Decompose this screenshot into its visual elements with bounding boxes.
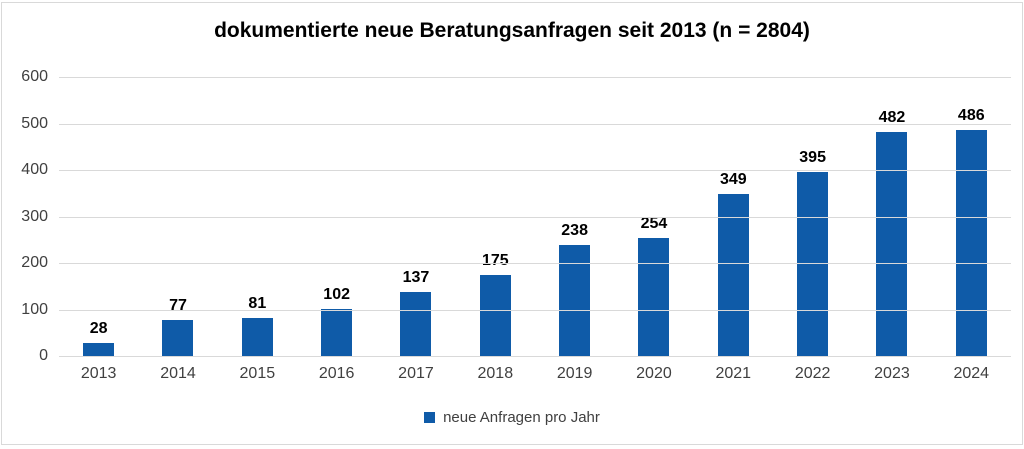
legend: neue Anfragen pro Jahr bbox=[2, 409, 1022, 426]
gridline-100 bbox=[59, 309, 1011, 311]
chart-title: dokumentierte neue Beratungsanfragen sei… bbox=[214, 19, 810, 42]
bar-value-label-2021: 349 bbox=[719, 170, 747, 188]
bar-value-label-2024: 486 bbox=[957, 107, 985, 125]
x-tick-label-2017: 2017 bbox=[398, 365, 434, 382]
gridline-300 bbox=[59, 216, 1011, 218]
bar-slot-2024: 486 bbox=[932, 77, 1011, 356]
y-tick-label-0: 0 bbox=[39, 347, 48, 364]
x-axis-labels: 2013 2014 2015 2016 2017 2018 2019 2020 2021 2022… bbox=[59, 365, 1011, 383]
bar-slot-2013: 28 bbox=[59, 77, 138, 356]
bar-2024 bbox=[955, 130, 987, 356]
x-tick-label-2015: 2015 bbox=[239, 365, 276, 382]
bar-2013 bbox=[83, 342, 115, 356]
bars-row: 28 77 81 102 137 175 238 254 349 395 482 486 bbox=[59, 77, 1011, 356]
x-tick-label-2022: 2022 bbox=[794, 365, 831, 382]
bar-2018 bbox=[479, 274, 511, 356]
x-tick-label-2024: 2024 bbox=[953, 365, 990, 382]
x-tick-label-2023: 2023 bbox=[874, 365, 910, 382]
x-tick-label-2016: 2016 bbox=[318, 365, 355, 382]
x-tick-label-2020: 2020 bbox=[636, 365, 672, 382]
bar-2016 bbox=[321, 308, 353, 356]
plot-area: 28 77 81 102 137 175 238 254 349 395 482 486 bbox=[59, 77, 1011, 357]
bar-2021 bbox=[717, 193, 749, 356]
bar-2015 bbox=[241, 318, 273, 356]
bar-value-label-2017: 137 bbox=[402, 269, 430, 287]
x-tick-label-2018: 2018 bbox=[477, 365, 514, 382]
bar-value-label-2014: 77 bbox=[169, 297, 187, 315]
bar-2017 bbox=[400, 292, 432, 356]
gridline-400 bbox=[59, 170, 1011, 171]
x-tick-label-2013: 2013 bbox=[80, 365, 117, 382]
bar-slot-2020: 254 bbox=[614, 77, 693, 356]
bar-value-label-2016: 102 bbox=[323, 285, 350, 303]
bar-2019 bbox=[559, 245, 591, 356]
x-tick-label-2021: 2021 bbox=[715, 365, 752, 382]
bar-value-label-2018: 175 bbox=[481, 251, 509, 269]
legend-swatch-icon bbox=[424, 412, 436, 423]
y-tick-label-300: 300 bbox=[21, 207, 48, 225]
bar-2022 bbox=[797, 172, 829, 356]
y-tick-label-200: 200 bbox=[21, 254, 48, 271]
gridline-0 bbox=[59, 356, 1011, 357]
bar-2023 bbox=[876, 131, 908, 356]
gridline-200 bbox=[59, 263, 1011, 264]
bar-value-label-2013: 28 bbox=[89, 319, 108, 337]
gridline-500 bbox=[59, 123, 1011, 125]
y-tick-label-100: 100 bbox=[21, 300, 48, 318]
bar-2014 bbox=[162, 320, 194, 356]
bar-slot-2023: 482 bbox=[852, 77, 931, 356]
gridline-600 bbox=[59, 77, 1011, 78]
bar-value-label-2015: 81 bbox=[248, 295, 267, 313]
bar-slot-2017: 137 bbox=[376, 77, 455, 356]
bar-slot-2021: 349 bbox=[694, 77, 773, 356]
bar-value-label-2023: 482 bbox=[878, 108, 906, 126]
y-tick-label-500: 500 bbox=[21, 114, 48, 132]
legend-label: neue Anfragen pro Jahr bbox=[443, 409, 600, 426]
x-tick-label-2019: 2019 bbox=[556, 365, 593, 382]
y-tick-label-600: 600 bbox=[21, 68, 48, 85]
bar-slot-2016: 102 bbox=[297, 77, 376, 356]
bar-value-label-2019: 238 bbox=[561, 222, 588, 240]
bar-2020 bbox=[638, 237, 670, 356]
x-tick-label-2014: 2014 bbox=[160, 365, 196, 382]
bar-slot-2018: 175 bbox=[456, 77, 535, 356]
bar-value-label-2020: 254 bbox=[640, 214, 668, 232]
bar-value-label-2022: 395 bbox=[799, 149, 826, 167]
y-tick-label-400: 400 bbox=[21, 161, 48, 178]
bar-slot-2022: 395 bbox=[773, 77, 852, 356]
bar-slot-2015: 81 bbox=[218, 77, 297, 356]
